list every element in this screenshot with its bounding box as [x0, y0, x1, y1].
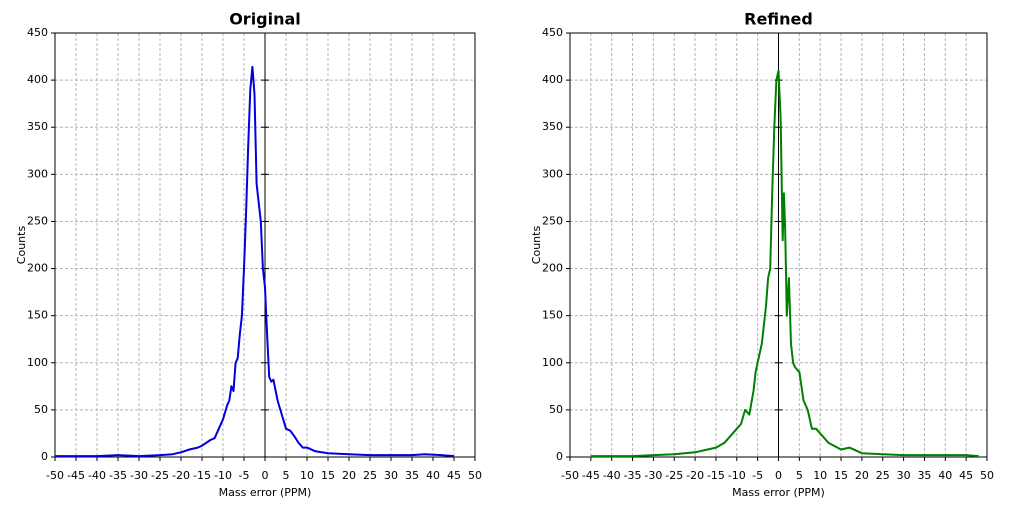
x-tick-label: 0: [775, 469, 782, 482]
chart-title: Original: [229, 10, 301, 29]
y-tick-label: 300: [542, 167, 563, 180]
x-tick-label: -10: [214, 469, 232, 482]
x-tick-label: 35: [917, 469, 931, 482]
x-tick-label: -50: [561, 469, 579, 482]
x-axis-label: Mass error (PPM): [219, 486, 312, 499]
y-axis-label: Counts: [530, 226, 543, 265]
x-tick-label: 25: [363, 469, 377, 482]
y-tick-label: 200: [27, 262, 48, 275]
x-tick-label: 45: [959, 469, 973, 482]
x-tick-label: 0: [262, 469, 269, 482]
x-tick-label: 10: [813, 469, 827, 482]
x-tick-label: -35: [624, 469, 642, 482]
x-tick-label: -25: [665, 469, 683, 482]
x-tick-label: -40: [88, 469, 106, 482]
y-tick-label: 350: [27, 120, 48, 133]
y-axis-label: Counts: [15, 226, 28, 265]
x-tick-label: -15: [707, 469, 725, 482]
x-tick-label: -35: [109, 469, 127, 482]
x-tick-label: 15: [321, 469, 335, 482]
y-tick-label: 150: [27, 309, 48, 322]
x-tick-label: -15: [193, 469, 211, 482]
x-tick-label: 40: [426, 469, 440, 482]
y-tick-label: 350: [542, 120, 563, 133]
x-tick-label: 20: [855, 469, 869, 482]
y-tick-label: 300: [27, 167, 48, 180]
x-tick-label: 5: [796, 469, 803, 482]
y-tick-label: 450: [27, 26, 48, 39]
x-tick-label: -45: [67, 469, 85, 482]
x-tick-label: 50: [980, 469, 994, 482]
x-tick-label: 25: [876, 469, 890, 482]
y-tick-label: 150: [542, 309, 563, 322]
x-tick-label: -20: [686, 469, 704, 482]
x-tick-label: -25: [151, 469, 169, 482]
y-tick-label: 200: [542, 262, 563, 275]
y-tick-label: 0: [556, 450, 563, 463]
y-tick-label: 400: [27, 73, 48, 86]
x-tick-label: -30: [644, 469, 662, 482]
y-tick-label: 100: [542, 356, 563, 369]
data-line: [590, 69, 979, 458]
x-tick-label: 5: [283, 469, 290, 482]
x-tick-label: 30: [897, 469, 911, 482]
x-tick-label: -30: [130, 469, 148, 482]
x-tick-label: 45: [447, 469, 461, 482]
x-tick-label: -5: [752, 469, 763, 482]
x-axis-label: Mass error (PPM): [732, 486, 825, 499]
x-tick-label: -45: [582, 469, 600, 482]
x-tick-label: 10: [300, 469, 314, 482]
x-tick-label: 50: [468, 469, 482, 482]
x-tick-label: 40: [938, 469, 952, 482]
y-tick-label: 250: [542, 214, 563, 227]
y-tick-label: 50: [549, 403, 563, 416]
x-tick-label: 30: [384, 469, 398, 482]
y-tick-label: 400: [542, 73, 563, 86]
x-tick-label: 20: [342, 469, 356, 482]
x-tick-label: 35: [405, 469, 419, 482]
y-tick-label: 50: [34, 403, 48, 416]
y-tick-label: 250: [27, 214, 48, 227]
x-tick-label: -50: [46, 469, 64, 482]
x-tick-label: 15: [834, 469, 848, 482]
x-tick-label: -5: [239, 469, 250, 482]
data-line: [55, 65, 455, 458]
x-tick-label: -40: [603, 469, 621, 482]
x-tick-label: -20: [172, 469, 190, 482]
chart-title: Refined: [744, 10, 813, 29]
y-tick-label: 0: [41, 450, 48, 463]
y-tick-label: 450: [542, 26, 563, 39]
x-tick-label: -10: [728, 469, 746, 482]
y-tick-label: 100: [27, 356, 48, 369]
